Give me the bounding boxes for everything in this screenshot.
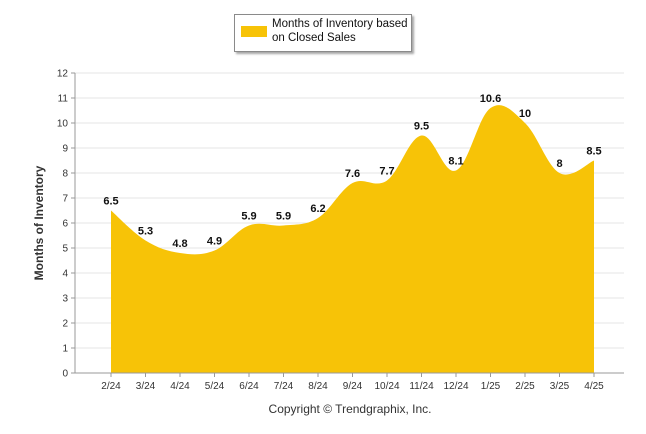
x-tick-label: 3/25: [550, 381, 570, 392]
data-label: 4.9: [207, 236, 222, 248]
y-tick-label: 3: [62, 294, 68, 305]
data-labels: 6.5 5.3 4.8 4.9 5.9 5.9 6.2 7.6 7.7 9.5 8.1 10.6 10 8…: [103, 93, 601, 250]
y-axis-label: Months of Inventory: [32, 165, 46, 280]
x-tick-labels: 2/24 3/24 4/24 5/24 6/24 7/24 8/24 9/24 10/24 11/…: [101, 381, 604, 392]
x-tick-label: 4/25: [584, 381, 604, 392]
data-label: 8.1: [448, 156, 463, 168]
data-label: 9.5: [414, 121, 429, 133]
data-label: 5.3: [138, 226, 153, 238]
legend-swatch: [241, 26, 267, 37]
x-tick-label: 6/24: [239, 381, 259, 392]
data-label: 7.6: [345, 168, 360, 180]
data-label: 5.9: [241, 211, 256, 223]
y-tick-label: 9: [62, 144, 68, 155]
y-tick-label: 8: [62, 169, 68, 180]
data-label: 7.7: [379, 166, 394, 178]
y-tick-label: 11: [58, 94, 69, 105]
x-tick-label: 8/24: [308, 381, 328, 392]
x-tick-label: 2/24: [101, 381, 121, 392]
x-tick-label: 11/24: [409, 381, 434, 392]
y-tick-label: 6: [62, 219, 68, 230]
x-tick-label: 7/24: [274, 381, 294, 392]
axes: [71, 72, 624, 377]
data-label: 6.2: [310, 203, 325, 215]
data-label: 4.8: [172, 238, 187, 250]
area-series: [111, 105, 594, 373]
x-tick-label: 9/24: [343, 381, 363, 392]
y-tick-label: 5: [62, 244, 68, 255]
y-tick-label: 7: [62, 194, 68, 205]
legend: Months of Inventory based on Closed Sale…: [234, 14, 412, 52]
data-label: 8.5: [586, 146, 601, 158]
x-tick-label: 12/24: [443, 381, 468, 392]
x-tick-label: 2/25: [515, 381, 535, 392]
data-label: 10: [519, 108, 531, 120]
data-label: 10.6: [480, 93, 501, 105]
x-tick-label: 10/24: [374, 381, 399, 392]
copyright-text: Copyright © Trendgraphix, Inc.: [268, 402, 432, 416]
data-label: 6.5: [103, 196, 118, 208]
y-tick-label: 12: [57, 69, 69, 80]
x-tick-label: 1/25: [481, 381, 501, 392]
data-label: 8: [556, 158, 562, 170]
y-tick-label: 0: [62, 369, 68, 380]
y-tick-label: 1: [62, 344, 68, 355]
data-label: 5.9: [276, 211, 291, 223]
y-tick-label: 4: [62, 269, 68, 280]
y-tick-label: 2: [62, 319, 68, 330]
x-tick-label: 3/24: [136, 381, 156, 392]
x-tick-label: 5/24: [205, 381, 225, 392]
y-tick-label: 10: [57, 119, 69, 130]
x-tick-label: 4/24: [170, 381, 190, 392]
legend-label: Months of Inventory based on Closed Sale…: [272, 18, 408, 44]
